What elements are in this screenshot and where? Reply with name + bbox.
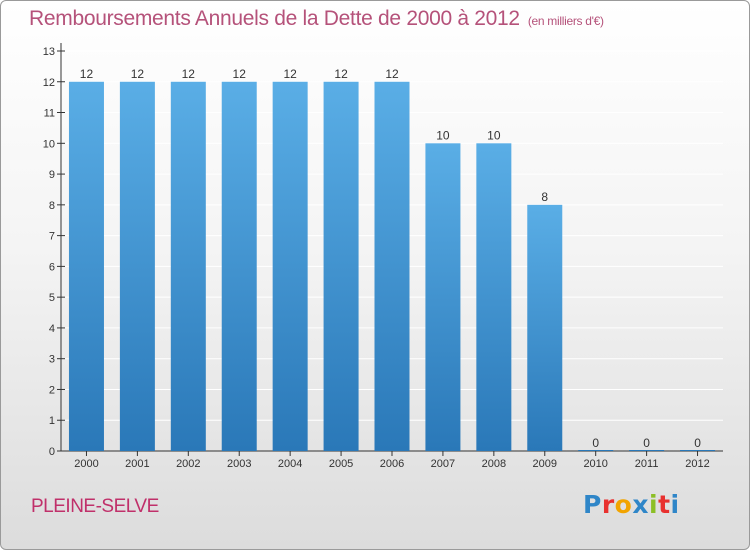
x-tick-label: 2007: [431, 458, 455, 470]
x-tick-label: 2000: [74, 458, 98, 470]
logo-letter: x: [632, 490, 649, 519]
bar: [680, 450, 716, 451]
bar-value-label: 12: [385, 67, 399, 81]
bar-value-label: 12: [283, 67, 297, 81]
bar: [578, 450, 614, 451]
x-tick-label: 2002: [176, 458, 200, 470]
bar: [221, 81, 257, 452]
bar: [476, 143, 512, 452]
bar-value-label: 0: [643, 436, 650, 450]
bar-value-label: 0: [694, 436, 701, 450]
bar-value-label: 12: [334, 67, 348, 81]
logo-letter: o: [614, 490, 633, 519]
bar: [323, 81, 359, 452]
y-tick-label: 13: [43, 46, 55, 58]
y-tick-label: 2: [49, 384, 55, 396]
bar: [629, 450, 665, 451]
x-tick-label: 2010: [583, 458, 607, 470]
bar-value-label: 12: [182, 67, 196, 81]
x-tick-label: 2001: [125, 458, 149, 470]
bar-value-label: 12: [233, 67, 247, 81]
bar: [272, 81, 308, 452]
chart-title-text: Remboursements Annuels de la Dette de 20…: [29, 7, 520, 30]
y-tick-label: 6: [49, 261, 55, 273]
y-tick-label: 5: [49, 292, 55, 304]
bar-value-label: 8: [541, 190, 548, 204]
bar: [527, 204, 563, 451]
bar-value-label: 12: [80, 67, 94, 81]
bar-value-label: 12: [131, 67, 145, 81]
y-tick-label: 4: [49, 323, 55, 335]
x-tick-label: 2004: [278, 458, 302, 470]
y-tick-label: 8: [49, 200, 55, 212]
bar: [119, 81, 155, 452]
x-tick-label: 2012: [685, 458, 709, 470]
bar-value-label: 0: [592, 436, 599, 450]
y-tick-label: 3: [49, 354, 55, 366]
bar-value-label: 10: [487, 128, 501, 142]
bar: [374, 81, 410, 452]
y-tick-label: 11: [44, 108, 55, 120]
bar-value-label: 10: [436, 128, 450, 142]
y-tick-label: 9: [49, 169, 55, 181]
logo-letter: i: [670, 490, 680, 519]
bar: [68, 81, 104, 452]
y-tick-label: 12: [43, 77, 55, 89]
chart-unit-label: (en milliers d'€): [527, 14, 604, 28]
y-tick-label: 7: [49, 231, 55, 243]
x-tick-label: 2011: [635, 458, 659, 470]
x-tick-label: 2003: [227, 458, 251, 470]
x-tick-label: 2006: [380, 458, 404, 470]
y-tick-label: 0: [49, 446, 55, 458]
logo-letter: P: [583, 490, 602, 519]
commune-name: PLEINE-SELVE: [31, 496, 159, 517]
x-tick-label: 2008: [482, 458, 506, 470]
logo-letter: r: [601, 490, 615, 519]
bar: [425, 143, 461, 452]
bar: [170, 81, 206, 452]
x-tick-label: 2005: [329, 458, 353, 470]
y-tick-label: 1: [49, 415, 55, 427]
y-tick-label: 10: [43, 138, 55, 150]
logo-letter: i: [649, 490, 659, 519]
x-tick-label: 2009: [533, 458, 557, 470]
logo-letter: t: [658, 490, 671, 519]
chart-title: Remboursements Annuels de la Dette de 20…: [29, 7, 604, 31]
proxiti-logo: Proxiti: [583, 490, 680, 519]
